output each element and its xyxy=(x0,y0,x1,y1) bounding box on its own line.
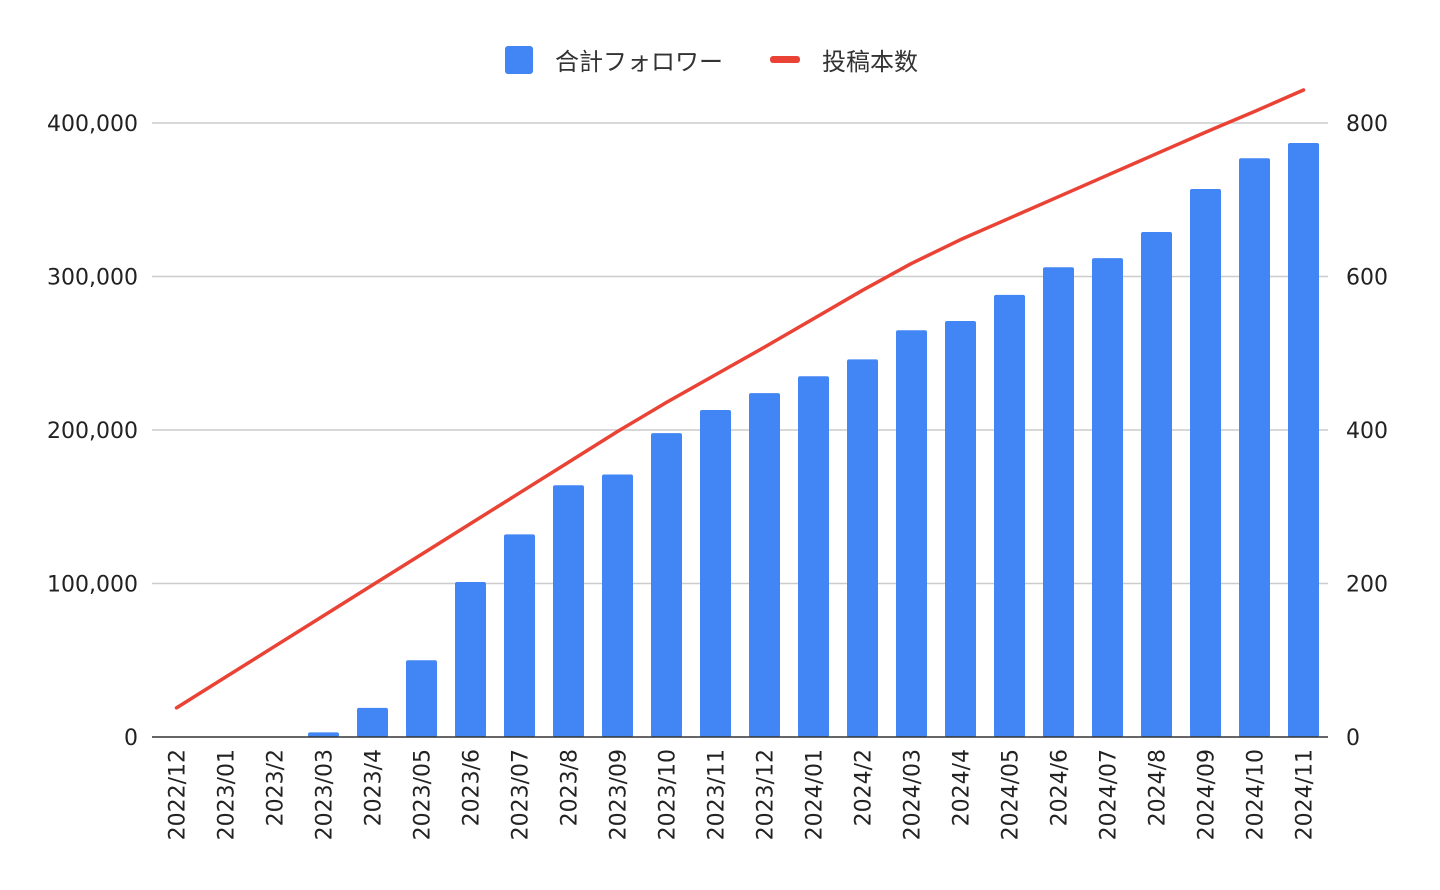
x-tick-label: 2024/07 xyxy=(1097,749,1122,840)
x-tick-label: 2024/03 xyxy=(901,749,926,840)
bar xyxy=(749,393,780,737)
y-left-tick-label: 0 xyxy=(124,726,138,751)
bar xyxy=(1043,267,1074,737)
bar xyxy=(700,410,731,737)
y-right-tick-label: 0 xyxy=(1346,726,1360,751)
bar xyxy=(1092,258,1123,737)
legend-swatch-posts xyxy=(770,56,800,63)
x-tick-label: 2024/2 xyxy=(852,749,877,826)
bar xyxy=(896,330,927,737)
bar xyxy=(1141,231,1172,738)
x-tick-label: 2024/05 xyxy=(999,749,1024,840)
grid-layer xyxy=(152,122,1328,585)
bar xyxy=(994,294,1025,737)
x-tick-label: 2023/11 xyxy=(705,749,730,840)
x-tick-label: 2024/10 xyxy=(1244,749,1269,840)
bar xyxy=(602,474,633,737)
x-tick-label: 2023/4 xyxy=(362,749,387,826)
x-tick-label: 2023/09 xyxy=(607,749,632,840)
y-right-tick-label: 600 xyxy=(1346,266,1388,291)
bar xyxy=(308,732,339,737)
y-left-tick-label: 100,000 xyxy=(47,573,138,598)
bar xyxy=(1239,158,1270,737)
bar xyxy=(1190,189,1221,737)
legend-label-followers: 合計フォロワー xyxy=(555,48,723,76)
axis-layer: 0 0 100,000 200 200,000 400 300,000 600 400,000 8… xyxy=(47,112,1388,840)
bar xyxy=(504,534,535,737)
y-right-tick-label: 400 xyxy=(1346,419,1388,444)
x-tick-label: 2023/05 xyxy=(411,749,436,840)
line-layer xyxy=(174,88,1306,710)
x-tick-label: 2022/12 xyxy=(166,749,191,840)
bar xyxy=(406,660,437,737)
x-tick-label: 2023/8 xyxy=(558,749,583,826)
x-tick-label: 2023/03 xyxy=(313,749,338,840)
x-tick-label: 2023/07 xyxy=(509,749,534,840)
y-left-tick-label: 400,000 xyxy=(47,112,138,137)
bar xyxy=(945,321,976,737)
legend-swatch-followers xyxy=(505,46,533,74)
bar-layer xyxy=(308,142,1319,738)
x-tick-label: 2024/8 xyxy=(1146,749,1171,826)
bar xyxy=(553,485,584,737)
x-tick-label: 2023/2 xyxy=(264,749,289,826)
bar xyxy=(1288,142,1319,737)
y-right-tick-label: 800 xyxy=(1346,112,1388,137)
x-tick-label: 2023/10 xyxy=(656,749,681,840)
bar xyxy=(651,433,682,737)
y-left-tick-label: 200,000 xyxy=(47,419,138,444)
bar xyxy=(798,376,829,737)
x-tick-label: 2024/11 xyxy=(1293,749,1318,840)
y-left-tick-label: 300,000 xyxy=(47,266,138,291)
x-tick-label: 2024/6 xyxy=(1048,749,1073,826)
legend: 合計フォロワー 投稿本数 xyxy=(505,46,918,76)
x-tick-label: 2023/01 xyxy=(215,749,240,840)
x-tick-label: 2023/12 xyxy=(754,749,779,840)
bar xyxy=(455,581,486,737)
bar xyxy=(847,359,878,737)
x-tick-label: 2024/09 xyxy=(1195,749,1220,840)
series-line-posts xyxy=(174,88,1306,710)
y-right-tick-label: 200 xyxy=(1346,573,1388,598)
x-tick-label: 2024/01 xyxy=(803,749,828,840)
bar xyxy=(357,707,388,737)
x-tick-label: 2023/6 xyxy=(460,749,485,826)
legend-label-posts: 投稿本数 xyxy=(822,48,918,76)
x-tick-label: 2024/4 xyxy=(950,749,975,826)
